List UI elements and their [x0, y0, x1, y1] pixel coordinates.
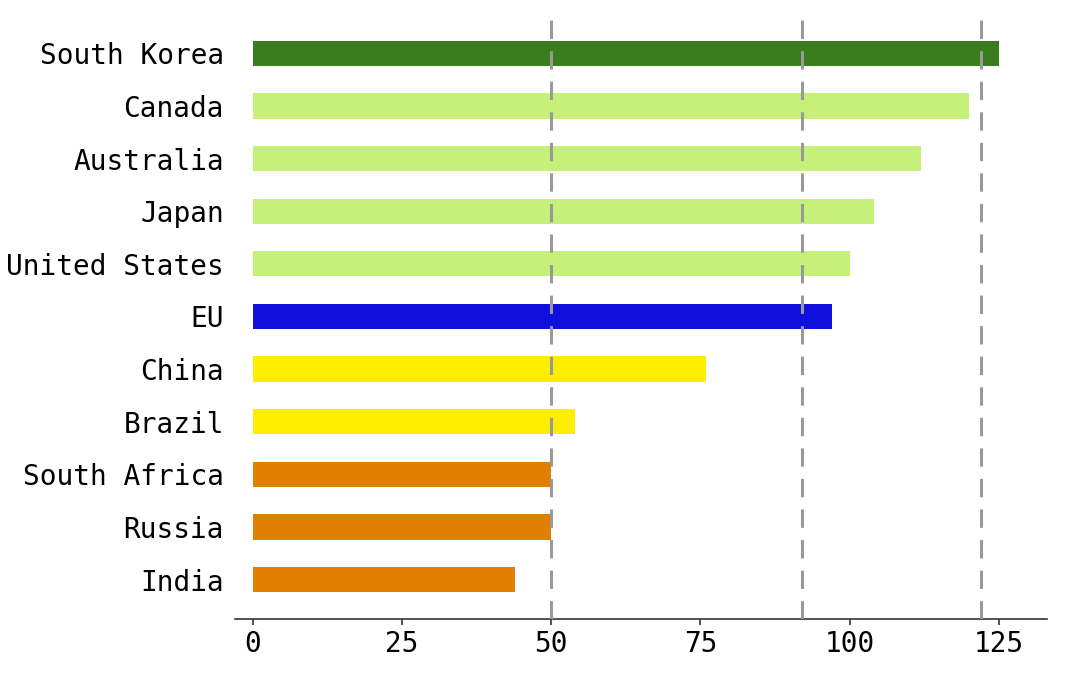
Bar [253, 41, 999, 66]
Bar [253, 409, 576, 434]
Bar [253, 356, 706, 382]
Bar [253, 304, 832, 329]
Bar [253, 515, 551, 539]
Bar [253, 199, 874, 224]
Bar [253, 567, 516, 592]
Bar [253, 146, 922, 171]
Bar [253, 94, 969, 118]
Bar [253, 251, 850, 277]
Bar [253, 462, 551, 487]
